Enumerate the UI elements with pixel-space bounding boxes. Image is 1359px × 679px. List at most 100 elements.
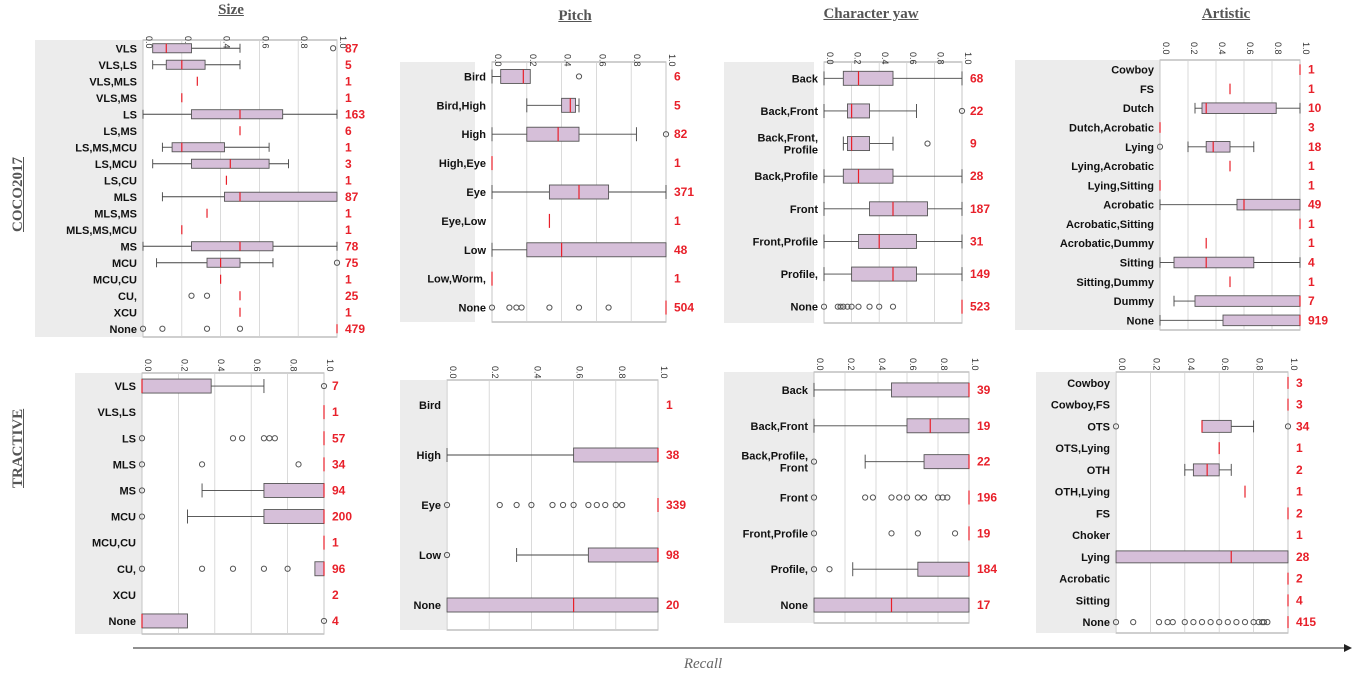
- outlier-point: [549, 501, 556, 509]
- count-label: 371: [674, 185, 694, 199]
- outlier-point: [138, 565, 146, 572]
- category-label: XCU: [113, 590, 136, 602]
- plot-area: [813, 371, 970, 624]
- category-label: High: [417, 450, 442, 462]
- outlier-point: [888, 494, 895, 501]
- label-background: [400, 380, 446, 630]
- category-label: Low: [464, 245, 486, 257]
- category-label: Acrobatic: [1103, 200, 1154, 212]
- box: [526, 126, 580, 142]
- recall-axis-arrowhead: [1344, 644, 1352, 652]
- plot-area: [141, 372, 325, 635]
- count-label: 82: [674, 127, 688, 141]
- tick-label: 0.8: [1255, 358, 1265, 371]
- category-label: Lying,Acrobatic: [1071, 161, 1154, 173]
- category-label: Profile,: [781, 269, 818, 281]
- count-label: 48: [674, 243, 688, 257]
- category-label: None: [1127, 315, 1155, 327]
- count-label: 187: [970, 202, 990, 216]
- category-label: MLS,MS: [94, 208, 137, 220]
- category-label: Front: [780, 463, 808, 475]
- count-label: 1: [332, 405, 339, 419]
- category-label: VLS: [115, 381, 136, 393]
- category-label: MCU: [112, 258, 137, 270]
- panel-coco2017-artistic: 0.0 0.2 0.4 0.6 0.8 1.0 Cowboy 1 FS 1 Dutch 10 Dutch…: [1015, 42, 1328, 331]
- category-label: MLS,MS,MCU: [66, 225, 137, 237]
- outlier-point: [944, 494, 951, 501]
- category-label: XCU: [114, 307, 137, 319]
- category-label: Front: [780, 493, 808, 505]
- box: [1205, 141, 1231, 153]
- count-label: 1: [1308, 159, 1315, 173]
- category-label: None: [109, 616, 137, 628]
- category-label: MS: [120, 485, 137, 497]
- count-label: 1: [674, 156, 681, 170]
- count-label: 9: [970, 137, 977, 151]
- category-label: OTH,Lying: [1055, 487, 1110, 499]
- panel-coco2017-size: 0.0 0.2 0.4 0.6 0.8 1.0 VLS 87 VLS,LS 5 VLS,MLS 1 VL…: [35, 36, 365, 338]
- outlier-point: [848, 303, 855, 310]
- box: [224, 191, 338, 202]
- count-label: 22: [970, 104, 984, 118]
- category-label: Acrobatic: [1059, 574, 1110, 586]
- category-label: High,Eye: [439, 158, 486, 170]
- count-label: 1: [345, 223, 352, 237]
- outlier-point: [203, 325, 211, 332]
- outlier-point: [810, 494, 818, 501]
- outlier-point: [840, 303, 847, 310]
- outlier-point: [488, 304, 496, 311]
- x-axis-title: Recall: [683, 656, 723, 672]
- outlier-point: [443, 551, 451, 559]
- category-label: VLS: [116, 43, 137, 55]
- outlier-point: [138, 487, 146, 494]
- category-label: LS,CU: [104, 175, 137, 187]
- tick-label: 0.8: [935, 52, 945, 65]
- count-label: 523: [970, 300, 990, 314]
- category-label: Front,Profile: [753, 236, 818, 248]
- outlier-point: [602, 501, 609, 509]
- count-label: 2: [1296, 506, 1303, 520]
- box: [263, 509, 325, 524]
- plot-area: [1159, 59, 1301, 331]
- tick-label: 0.0: [1161, 42, 1171, 55]
- count-label: 1: [674, 272, 681, 286]
- column-title-pitch: Pitch: [558, 8, 592, 24]
- category-label: VLS,LS: [98, 60, 137, 72]
- tick-label: 0.6: [252, 359, 262, 372]
- outlier-point: [593, 501, 600, 509]
- category-label: Lying: [1125, 142, 1154, 154]
- count-label: 4: [332, 614, 339, 628]
- outlier-point: [605, 304, 612, 311]
- count-label: 78: [345, 239, 359, 253]
- count-label: 7: [1308, 294, 1315, 308]
- count-label: 94: [332, 483, 346, 497]
- tick-label: 0.2: [1189, 42, 1199, 55]
- tick-label: 1.0: [963, 52, 973, 65]
- tick-label: 0.8: [1273, 42, 1283, 55]
- tick-label: 0.6: [575, 366, 585, 379]
- outlier-point: [810, 458, 818, 465]
- tick-label: 1.0: [667, 54, 677, 67]
- count-label: 1: [345, 74, 352, 88]
- outlier-point: [826, 566, 833, 573]
- category-label: Sitting,Dummy: [1076, 277, 1154, 289]
- count-label: 1: [1296, 485, 1303, 499]
- panel-tractive-artistic: 0.0 0.2 0.4 0.6 0.8 1.0 Cowboy 3 Cowboy,FS 3 OTS 34…: [1036, 358, 1316, 634]
- category-label: None: [110, 324, 138, 336]
- category-label: Sitting: [1120, 258, 1154, 270]
- column-title-character-yaw: Character yaw: [823, 6, 919, 22]
- outlier-point: [518, 304, 525, 311]
- count-label: 3: [345, 157, 352, 171]
- tick-label: 0.6: [908, 358, 918, 371]
- outlier-point: [612, 501, 619, 509]
- count-label: 1: [1296, 441, 1303, 455]
- category-label: Dutch: [1123, 103, 1154, 115]
- outlier-point: [159, 325, 166, 332]
- count-label: 75: [345, 256, 359, 270]
- count-label: 28: [970, 169, 984, 183]
- box: [141, 613, 188, 629]
- category-label: LS,MS: [103, 126, 137, 138]
- box: [847, 136, 870, 152]
- category-label: LS: [122, 433, 136, 445]
- row-label-tractive: TRACTIVE: [10, 408, 26, 488]
